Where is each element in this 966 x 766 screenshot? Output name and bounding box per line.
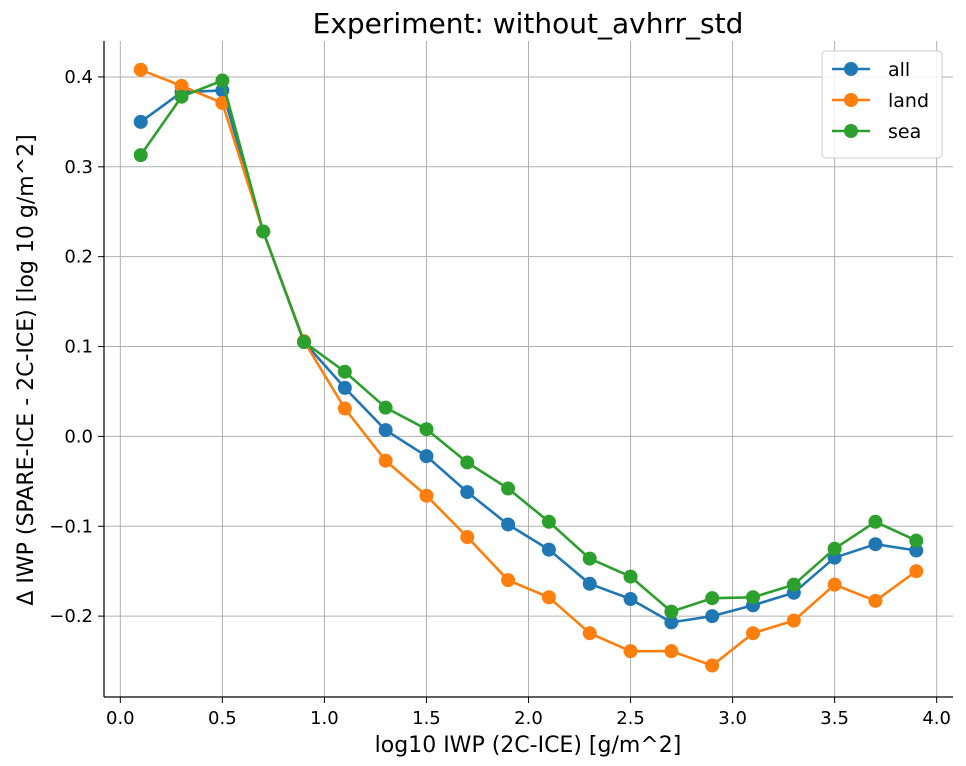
data-point-sea	[378, 400, 393, 415]
data-point-all	[419, 449, 434, 464]
grid	[104, 41, 953, 697]
data-point-sea	[827, 541, 842, 556]
x-tick-label: 4.0	[922, 708, 951, 729]
y-tick-label: −0.2	[49, 606, 93, 627]
data-point-sea	[501, 481, 516, 496]
data-point-land	[133, 62, 148, 77]
y-tick-label: 0.3	[64, 157, 93, 178]
legend-label: land	[888, 90, 929, 112]
data-point-sea	[297, 335, 312, 350]
data-point-all	[133, 114, 148, 129]
x-tick-label: 1.5	[412, 708, 441, 729]
legend-marker	[844, 124, 858, 138]
data-point-land	[501, 573, 516, 588]
y-tick-label: 0.2	[64, 247, 93, 268]
series-layer	[133, 62, 924, 673]
y-tick-label: 0.0	[64, 426, 93, 447]
data-point-land	[378, 453, 393, 468]
data-point-sea	[541, 514, 556, 529]
data-point-land	[174, 78, 189, 93]
data-point-land	[868, 593, 883, 608]
y-tick-label: 0.1	[64, 337, 93, 358]
series-sea	[133, 73, 924, 619]
x-tick-label: 3.5	[820, 708, 849, 729]
legend-item-land: land	[832, 90, 929, 112]
data-point-sea	[460, 455, 475, 470]
data-point-all	[868, 537, 883, 552]
data-point-land	[541, 590, 556, 605]
data-point-sea	[419, 422, 434, 437]
data-point-land	[786, 613, 801, 628]
data-point-land	[215, 96, 230, 111]
data-point-all	[582, 576, 597, 591]
data-point-sea	[786, 577, 801, 592]
data-point-all	[460, 485, 475, 500]
legend-item-all: all	[832, 59, 910, 81]
data-point-all	[909, 543, 924, 558]
legend-label: all	[888, 59, 910, 81]
x-tick-label: 1.0	[310, 708, 339, 729]
data-point-all	[623, 592, 638, 607]
data-point-sea	[745, 590, 760, 605]
data-point-sea	[664, 604, 679, 619]
y-axis-ticks: −0.2 −0.1 0.0 0.1 0.2 0.3 0.4	[49, 67, 104, 627]
data-point-sea	[909, 533, 924, 548]
data-point-sea	[582, 551, 597, 566]
data-point-land	[745, 626, 760, 641]
x-axis-title: log10 IWP (2C-ICE) [g/m^2]	[375, 733, 682, 758]
data-point-land	[337, 401, 352, 416]
data-point-sea	[133, 148, 148, 163]
data-point-all	[378, 423, 393, 438]
data-point-sea	[174, 89, 189, 104]
data-point-land	[909, 564, 924, 579]
x-tick-label: 0.5	[208, 708, 237, 729]
data-point-all	[705, 609, 720, 624]
data-point-land	[419, 488, 434, 503]
data-point-all	[501, 517, 516, 532]
data-point-land	[582, 626, 597, 641]
y-tick-label: −0.1	[49, 516, 93, 537]
data-point-sea	[705, 591, 720, 606]
data-point-all	[541, 542, 556, 557]
data-point-land	[623, 644, 638, 659]
data-point-land	[460, 530, 475, 545]
data-point-sea	[623, 569, 638, 584]
data-point-sea	[256, 224, 271, 239]
data-point-land	[705, 658, 720, 673]
x-tick-label: 0.0	[106, 708, 135, 729]
legend-marker	[844, 93, 858, 107]
x-tick-label: 3.0	[718, 708, 747, 729]
chart-title: Experiment: without_avhrr_std	[313, 7, 744, 40]
data-point-land	[827, 577, 842, 592]
data-point-sea	[337, 364, 352, 379]
x-tick-label: 2.5	[616, 708, 645, 729]
x-tick-label: 2.0	[514, 708, 543, 729]
legend-label: sea	[888, 121, 921, 143]
y-tick-label: 0.4	[64, 67, 93, 88]
legend-marker	[844, 62, 858, 76]
x-axis-ticks: 0.0 0.5 1.0 1.5 2.0 2.5 3.0 3.5 4.0	[106, 697, 951, 729]
legend: all land sea	[821, 50, 943, 159]
y-axis-title: Δ IWP (SPARE-ICE - 2C-ICE) [log 10 g/m^2…	[14, 134, 39, 605]
data-point-all	[337, 380, 352, 395]
data-point-land	[664, 644, 679, 659]
data-point-sea	[868, 514, 883, 529]
series-line-sea	[139, 79, 917, 613]
data-point-all	[664, 615, 679, 630]
legend-item-sea: sea	[832, 121, 921, 143]
data-point-sea	[215, 73, 230, 88]
